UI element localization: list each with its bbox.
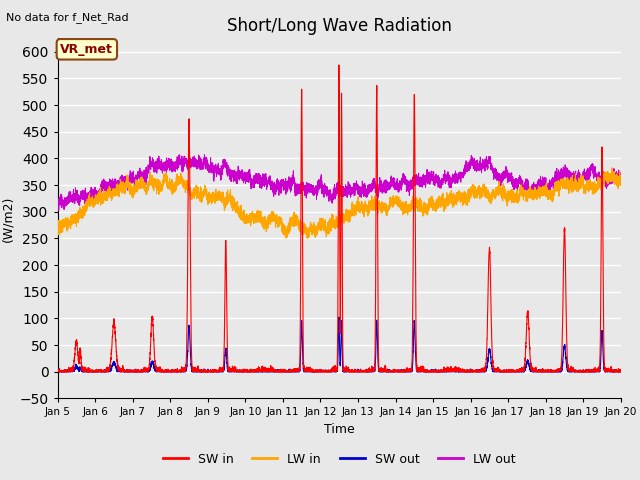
- X-axis label: Time: Time: [324, 423, 355, 436]
- Text: VR_met: VR_met: [60, 43, 113, 56]
- Text: No data for f_Net_Rad: No data for f_Net_Rad: [6, 12, 129, 23]
- Title: Short/Long Wave Radiation: Short/Long Wave Radiation: [227, 17, 452, 36]
- Legend: SW in, LW in, SW out, LW out: SW in, LW in, SW out, LW out: [157, 448, 521, 471]
- Y-axis label: (W/m2): (W/m2): [1, 195, 14, 241]
